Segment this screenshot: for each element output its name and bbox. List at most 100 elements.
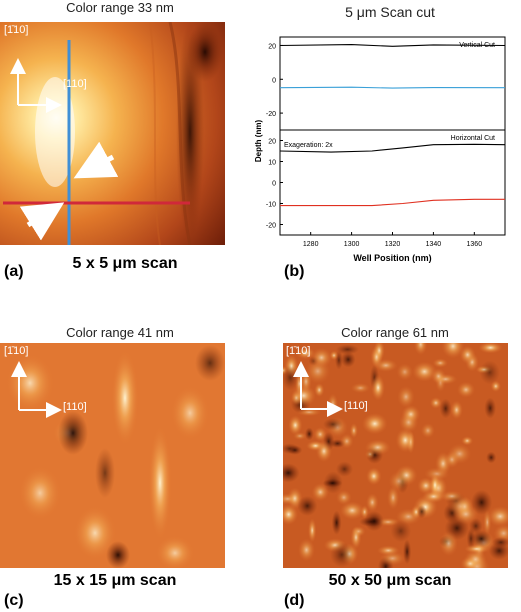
grain-pit [486,451,497,464]
grain-peak [396,363,414,381]
y-tick-label: -20 [266,111,276,118]
grain-peak [461,436,474,446]
grain-peak [362,413,388,435]
grain-peak [456,381,476,398]
grain-peak [311,347,332,368]
series-line-black [279,143,506,153]
grain-pit [331,510,342,535]
panel-a-color-range: Color range 33 nm [66,0,174,15]
grain-peak [453,504,479,525]
panel-b-label: (b) [284,263,305,280]
grain-pit [335,344,360,355]
grain-peak [490,380,501,392]
chart-title: 5 μm Scan cut [345,4,435,20]
grain-peak [350,382,371,394]
grain-peak [379,551,406,566]
arrow-icon [73,141,119,179]
direction-label-horizontal: [110] [63,78,87,90]
direction-label-horizontal: [110] [63,401,87,413]
grain-pit [417,505,427,519]
panel-c-color-range: Color range 41 nm [66,325,174,340]
grain-peak [296,347,316,360]
grain-peak [288,415,303,436]
y-tick-label: -10 [266,202,276,209]
grain-peak [431,368,446,385]
grain-peak [349,423,358,439]
grain-peak [432,358,448,368]
grain-peak [397,385,415,408]
grain-peak [429,397,442,409]
x-tick-label: 1360 [467,241,483,248]
grain-peak [308,518,317,543]
panel-c-label: (c) [4,592,24,609]
grain-pit [390,519,412,543]
grain-peak [459,345,476,364]
grain-pit [364,511,384,532]
grain-peak [440,490,464,502]
panel-d-label: (d) [284,592,305,609]
series-line-blue [279,86,506,89]
grain-pit [287,445,303,455]
subplot-name: Horizontal Cut [451,135,495,142]
grain-pit [479,360,500,385]
panel-d-color-range: Color range 61 nm [341,325,449,340]
grain-pit [323,418,343,431]
grain-pit [340,351,356,368]
grain-peak [366,467,382,486]
grain-peak [373,343,385,362]
grain-pit [330,542,354,568]
grain-peak [420,423,435,439]
grain-peak [296,408,322,417]
grain-peak [339,501,365,520]
grain-pit [283,463,300,483]
panel-a-scan-size: 5 x 5 μm scan [72,255,178,272]
grain-peak [366,493,379,512]
y-tick-label: 20 [268,43,276,50]
grain-pit [297,495,318,516]
panel-d-afm-image: [1̄10] [110] [283,343,508,568]
grain-peak [422,490,446,503]
grain-peak [327,393,339,415]
grain-pit [484,397,497,419]
grain-peak [364,439,391,456]
grain-peak [395,428,415,453]
x-tick-label: 1280 [303,241,319,248]
grain-pit [322,478,343,488]
direction-label-horizontal: [110] [344,400,368,412]
grain-peak [336,489,352,506]
x-tick-label: 1320 [385,241,401,248]
grain-peak [439,530,458,557]
grain-peak [388,471,409,492]
y-tick-label: 0 [272,77,276,84]
grain-pit [335,461,354,477]
series-line-red [280,198,505,207]
y-tick-label: 0 [272,181,276,188]
panel-c-scan-size: 15 x 15 μm scan [53,572,177,589]
grain-peak [447,443,472,464]
direction-label-vertical: [1̄10] [286,345,311,357]
grain-peak [340,433,354,449]
grain-peak [478,343,503,354]
panel-d-scan-size: 50 x 50 μm scan [328,572,452,589]
panel-a-label: (a) [4,263,24,280]
direction-label-vertical: [1̄10] [4,345,29,357]
y-tick-label: 20 [268,139,276,146]
grain-pit [403,539,412,565]
direction-label-vertical: [1̄10] [4,24,29,36]
grain-peak [350,525,362,549]
grain-peak [414,343,428,356]
panel-a-afm-image: [1̄10] [110] [0,22,225,245]
subplot-annotation: Exageration: 2x [284,142,333,149]
series-line-black [279,44,506,47]
arrow-icon [19,202,65,241]
grain-peak [374,358,398,372]
grain-peak [293,432,307,440]
grain-peak [387,485,400,510]
grain-peak [300,370,312,393]
grain-pit [471,530,492,548]
x-axis-label: Well Position (nm) [353,253,431,263]
panel-c-afm-image: [1̄10] [110] [0,343,225,568]
grain-peak [290,390,302,406]
y-axis-label: Depth (nm) [254,120,263,163]
